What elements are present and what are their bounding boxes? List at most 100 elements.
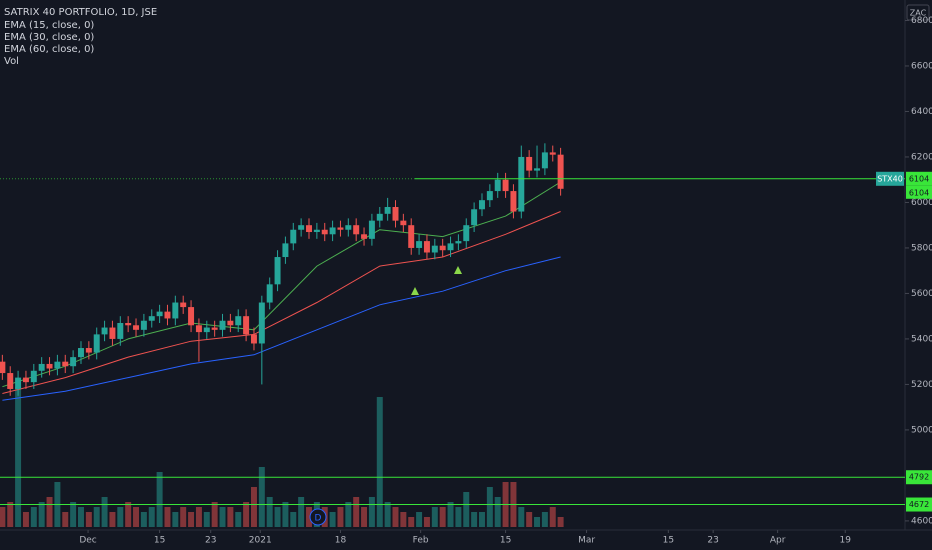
volume-bar [7,502,14,527]
candle-body [219,320,226,330]
y-tick-label: 5400 [911,334,932,344]
volume-bar [250,487,257,527]
legend-entry: EMA (15, close, 0) [4,20,94,31]
candle-body [463,225,470,242]
volume-bar [22,512,29,527]
candle-body [549,152,556,155]
candle-body [431,245,438,253]
y-tick-label: 4600 [911,516,932,526]
volume-bar [227,507,234,527]
volume-bar [46,497,53,527]
x-tick-label: 18 [335,536,347,546]
candle-body [156,311,163,317]
hline-label-box [906,470,932,485]
volume-bar [306,507,312,527]
candle-body [455,241,462,244]
candle-body [0,361,6,374]
hline-label-box [906,497,932,512]
volume-bar [203,512,210,527]
candle-body [195,325,202,333]
candle-body [526,156,533,171]
volume-bar [368,497,375,527]
price-line-name-box [876,171,904,186]
candle-body [125,323,132,326]
candle-body [266,284,273,303]
volume-bar [188,512,195,527]
candle-body [471,209,478,226]
y-tick-label: 6000 [911,198,932,208]
volume-bar [298,497,305,527]
volume-bar [353,497,360,527]
candle-body [148,316,155,321]
candle-body [140,320,147,330]
x-tick-label: 23 [205,536,216,546]
candle-body [235,316,242,326]
dividend-marker[interactable] [309,508,327,526]
candle-body [345,225,352,230]
ema-line [2,256,561,401]
candle-body [274,257,281,285]
candle-body [321,229,328,235]
candle-body [7,373,14,389]
candle-body [557,154,564,189]
volume-bar [400,512,407,527]
candle-body [502,179,509,192]
y-tick-label: 5000 [911,425,932,435]
candle-body [282,243,289,258]
candle-body [392,206,399,221]
candle-body [290,229,297,244]
volume-bar [101,497,108,527]
volume-bar [329,512,336,527]
x-tick-label: 15 [663,536,674,546]
volume-bar [172,512,179,527]
volume-bar [274,507,281,527]
candle-body [101,327,108,335]
volume-bar [140,512,147,527]
candle-body [518,156,525,212]
volume-bar [93,507,100,527]
x-tick-label: Feb [413,536,429,546]
candle-body [400,220,407,226]
candle-body [298,225,305,230]
candle-body [416,241,423,248]
candle-body [164,311,171,319]
volume-bar [471,512,478,527]
volume-bar [478,512,485,527]
currency-box[interactable] [906,4,930,21]
volume-bar [15,387,22,527]
volume-bar [70,502,77,527]
candle-body [227,320,234,326]
volume-bar [133,507,140,527]
volume-bar [408,517,415,527]
x-tick-label: Apr [770,536,786,546]
candle-body [211,327,218,330]
candle-body [109,327,116,339]
volume-bar [266,497,273,527]
volume-bar [345,502,352,527]
legend-entry: EMA (60, close, 0) [4,44,94,55]
volume-bar [30,507,37,527]
last-price-label-box [906,185,932,199]
candle-body [38,363,45,371]
volume-bar [243,502,250,527]
candle-body [313,229,320,233]
volume-bar [392,507,399,527]
volume-bar [541,512,548,527]
volume-bar [180,507,187,527]
candle-body [85,348,92,353]
candle-body [62,361,69,367]
y-tick-label: 6400 [911,107,932,117]
candle-body [408,225,415,248]
volume-bar [337,507,344,527]
volume-bar [447,502,454,527]
last-price-label: 6104 [909,188,929,197]
volume-bar [211,502,218,527]
x-tick-label: 5 [0,536,1,546]
volume-bar [125,502,132,527]
candle-body [93,334,100,353]
volume-bar [361,507,368,527]
candle-body [54,361,61,369]
candle-body [510,191,517,212]
volume-bar [518,507,525,527]
candle-body [117,323,124,339]
